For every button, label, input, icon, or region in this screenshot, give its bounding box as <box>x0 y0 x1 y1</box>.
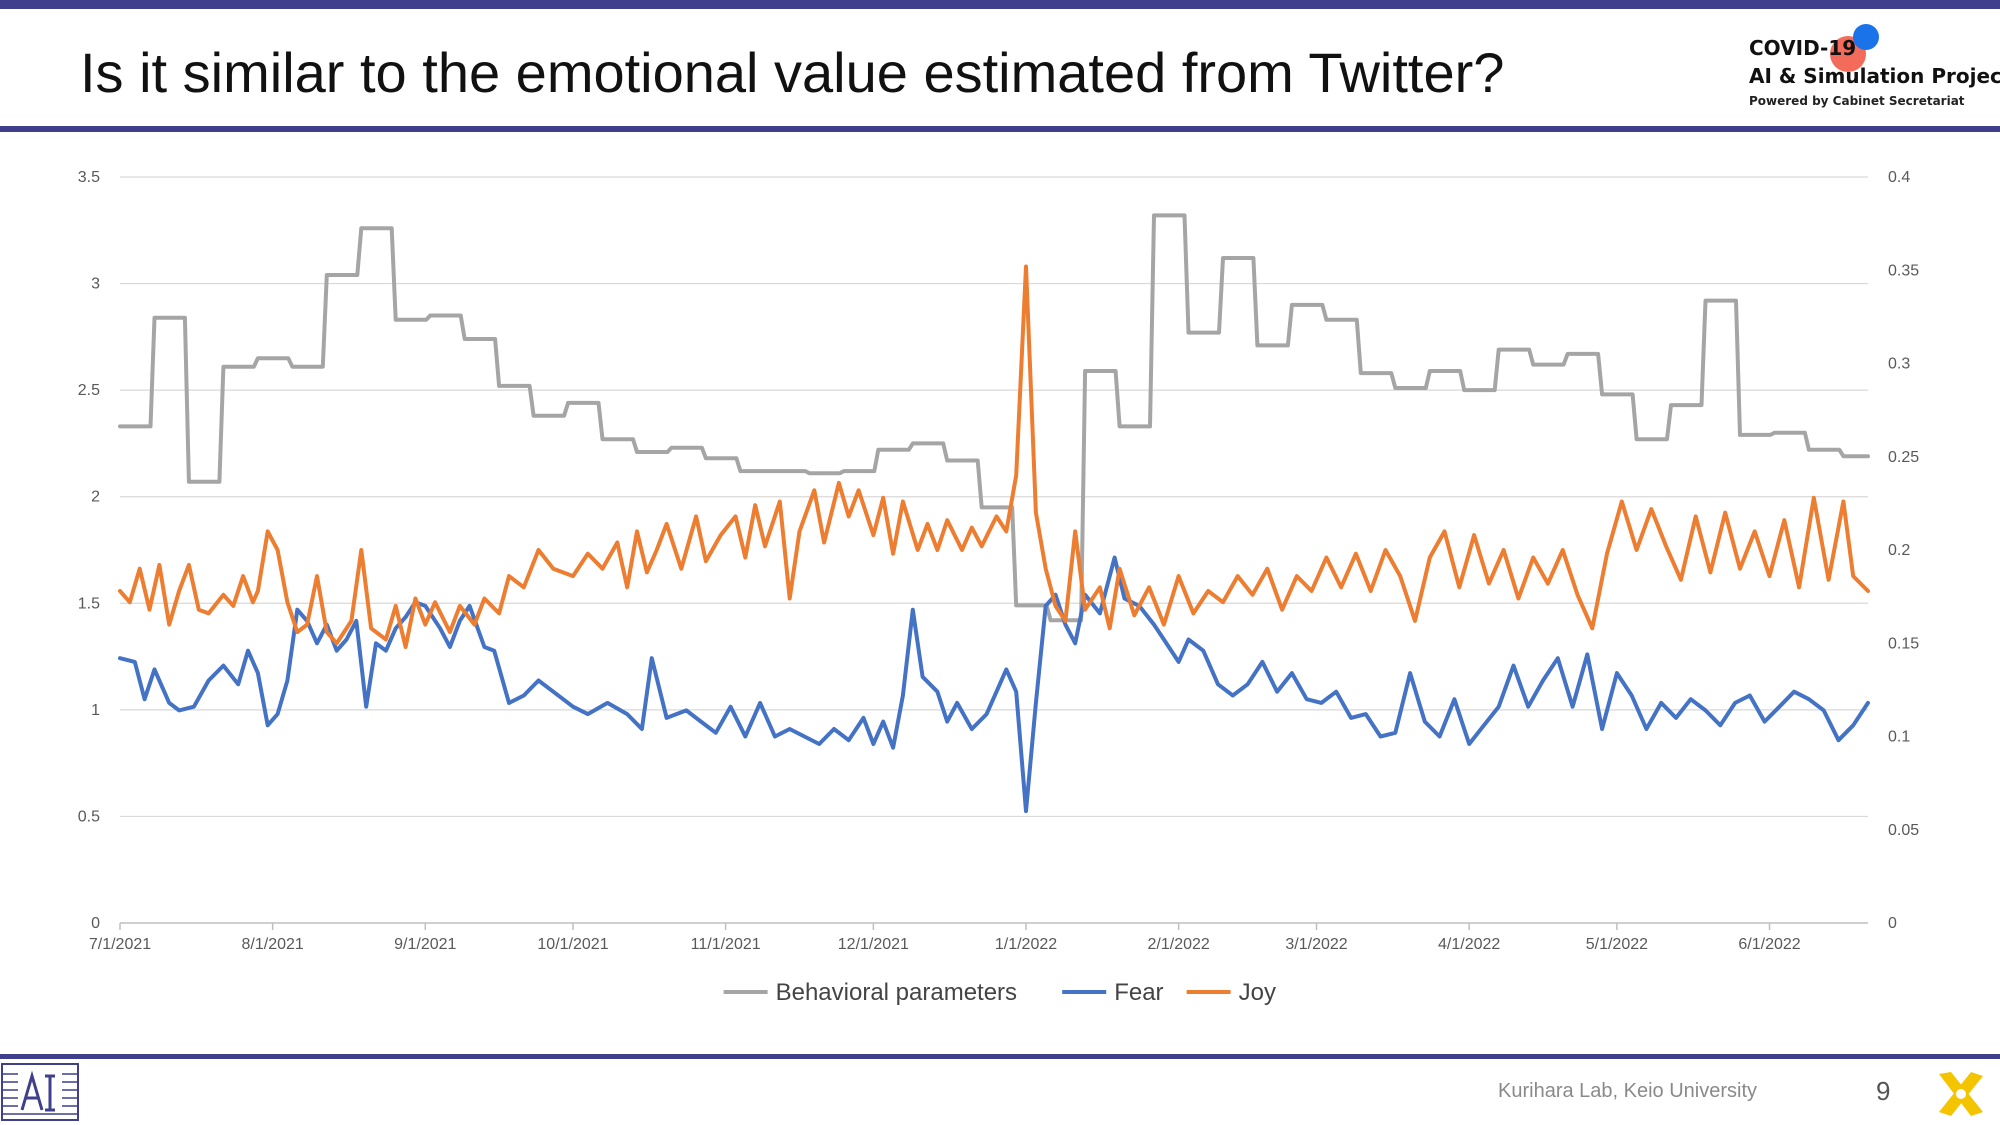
title-divider <box>0 126 2000 132</box>
right-tick-label-5: 0.25 <box>1888 449 1919 466</box>
left-tick-label-4: 2 <box>91 489 100 506</box>
emotion-behavior-chart: 00.511.522.533.5 00.050.10.150.20.250.30… <box>78 169 1919 1006</box>
left-tick-label-1: 0.5 <box>78 808 100 825</box>
footer-divider <box>0 1054 2000 1059</box>
x-tick-label-7: 2/1/2022 <box>1148 936 1210 953</box>
top-accent-bar <box>0 0 2000 9</box>
right-tick-label-1: 0.05 <box>1888 822 1919 839</box>
logo-line-3: Powered by Cabinet Secretariat <box>1749 94 1965 108</box>
legend-label-joy: Joy <box>1239 979 1276 1006</box>
series-line-fear <box>118 555 1870 814</box>
x-tick-label-11: 6/1/2022 <box>1738 936 1800 953</box>
legend-label-behavioral-parameters: Behavioral parameters <box>776 979 1017 1006</box>
slide-title: Is it similar to the emotional value est… <box>80 41 1505 104</box>
left-tick-label-5: 2.5 <box>78 382 100 399</box>
page-number: 9 <box>1876 1076 1891 1106</box>
x-tick-label-2: 9/1/2021 <box>394 936 456 953</box>
lab-logo-icon <box>1 1063 79 1121</box>
covid-project-logo: COVID-19 AI & Simulation Project Powered… <box>1745 24 2000 118</box>
logo-line-1: COVID-19 <box>1749 36 1857 60</box>
x-tick-label-4: 11/1/2021 <box>691 936 761 953</box>
x-axis: 7/1/2021 8/1/2021 9/1/2021 10/1/2021 11/1/20… <box>89 922 1868 953</box>
chart-legend: Behavioral parameters Fear Joy <box>723 979 1276 1006</box>
x-tick-label-9: 4/1/2022 <box>1438 936 1500 953</box>
logo-blue-dot-icon <box>1853 24 1879 50</box>
x-tick-label-6: 1/1/2022 <box>995 936 1057 953</box>
left-tick-label-0: 0 <box>91 915 100 932</box>
x-tick-label-3: 10/1/2021 <box>537 936 608 953</box>
x-tick-label-1: 8/1/2021 <box>242 936 304 953</box>
right-tick-label-4: 0.2 <box>1888 542 1910 559</box>
left-tick-label-3: 1.5 <box>78 595 100 612</box>
x-tick-label-5: 12/1/2021 <box>838 936 909 953</box>
right-axis: 0 0.05 0.1 0.15 0.2 0.25 0.3 0.35 0.4 <box>1888 169 1919 932</box>
logo-line-2: AI & Simulation Project <box>1749 64 2000 88</box>
footer-lab-name: Kurihara Lab, Keio University <box>1498 1080 1758 1102</box>
right-tick-label-8: 0.4 <box>1888 169 1910 186</box>
x-brand-icon <box>1939 1072 1983 1116</box>
right-tick-label-2: 0.1 <box>1888 729 1910 746</box>
chart-series <box>118 213 1870 814</box>
x-tick-label-10: 5/1/2022 <box>1586 936 1648 953</box>
right-tick-label-0: 0 <box>1888 915 1897 932</box>
series-line-joy <box>118 264 1870 649</box>
left-axis: 0 0.5 1 1.5 2 2.5 3 3.5 <box>78 169 100 932</box>
right-tick-label-3: 0.15 <box>1888 635 1919 652</box>
right-tick-label-6: 0.3 <box>1888 356 1910 373</box>
x-tick-label-8: 3/1/2022 <box>1285 936 1347 953</box>
chart-gridlines <box>120 176 1868 818</box>
left-tick-label-7: 3.5 <box>78 169 100 186</box>
left-tick-label-2: 1 <box>91 702 100 719</box>
left-tick-label-6: 3 <box>91 276 100 293</box>
x-tick-label-0: 7/1/2021 <box>89 936 151 953</box>
legend-label-fear: Fear <box>1114 979 1163 1006</box>
right-tick-label-7: 0.35 <box>1888 262 1919 279</box>
